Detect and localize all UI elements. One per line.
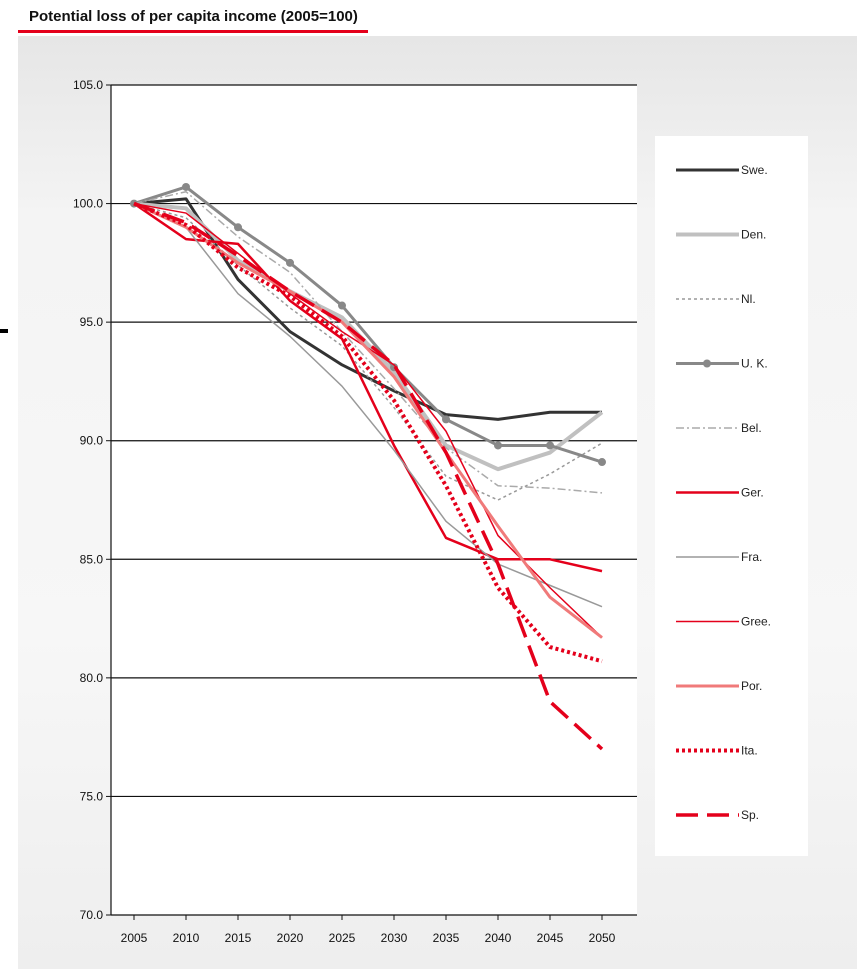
legend-label-por: Por. bbox=[741, 679, 762, 693]
x-tick-label: 2050 bbox=[589, 931, 616, 945]
series-point-uk bbox=[546, 441, 554, 450]
y-tick-label: 90.0 bbox=[80, 434, 104, 448]
series-point-uk bbox=[338, 301, 346, 310]
axes bbox=[106, 84, 637, 920]
x-tick-label: 2015 bbox=[225, 931, 252, 945]
series-line-uk bbox=[133, 185, 603, 464]
side-dash-mark bbox=[0, 329, 8, 333]
series-point-uk bbox=[598, 458, 606, 467]
x-tick-label: 2030 bbox=[381, 931, 408, 945]
legend-label-den: Den. bbox=[741, 228, 766, 242]
x-tick-labels: 2005 2010 2015 2020 2025 2030 2035 2040 2045 2050 bbox=[121, 931, 616, 945]
legend-label-bel: Bel. bbox=[741, 421, 762, 435]
x-tick-label: 2025 bbox=[329, 931, 356, 945]
y-tick-label: 70.0 bbox=[80, 908, 104, 922]
x-tick-label: 2005 bbox=[121, 931, 148, 945]
series-line-den bbox=[133, 201, 604, 472]
y-tick-label: 95.0 bbox=[80, 315, 104, 329]
series-line-sp bbox=[133, 201, 604, 751]
legend-label-uk: U. K. bbox=[741, 357, 768, 371]
series-line-ita bbox=[133, 201, 603, 664]
series-lines bbox=[130, 182, 606, 751]
legend-label-swe: Swe. bbox=[741, 163, 768, 177]
series-point-uk bbox=[286, 258, 294, 267]
y-tick-label: 105.0 bbox=[73, 78, 103, 92]
series-point-uk bbox=[494, 441, 502, 450]
x-tick-label: 2010 bbox=[173, 931, 200, 945]
y-tick-label: 80.0 bbox=[80, 671, 104, 685]
x-tick-label: 2045 bbox=[537, 931, 564, 945]
series-point-uk bbox=[182, 182, 190, 191]
title-underline bbox=[18, 30, 368, 33]
series-line-nl bbox=[133, 202, 603, 501]
y-tick-labels: 70.0 75.0 80.0 85.0 90.0 95.0 100.0 105.0 bbox=[73, 78, 103, 922]
legend: Swe. Den. Nl. U. K. Bel. Ger. Fra. Gree. Por. Ita… bbox=[676, 163, 771, 822]
series-point-uk bbox=[442, 415, 450, 424]
legend-label-ita: Ita. bbox=[741, 744, 758, 758]
series-line-fra bbox=[133, 202, 603, 608]
y-tick-label: 75.0 bbox=[80, 789, 104, 803]
chart-title: Potential loss of per capita income (200… bbox=[29, 8, 358, 25]
series-line-swe bbox=[133, 197, 602, 421]
x-tick-label: 2035 bbox=[433, 931, 460, 945]
legend-label-nl: Nl. bbox=[741, 292, 756, 306]
y-tick-label: 85.0 bbox=[80, 552, 104, 566]
series-line-por bbox=[133, 202, 603, 639]
series-point-uk bbox=[234, 223, 242, 232]
legend-box bbox=[655, 136, 808, 856]
x-tick-label: 2040 bbox=[485, 931, 512, 945]
x-tick-label: 2020 bbox=[277, 931, 304, 945]
y-tick-label: 100.0 bbox=[73, 197, 103, 211]
legend-label-gree: Gree. bbox=[741, 615, 771, 629]
legend-marker-uk bbox=[703, 359, 711, 368]
series-line-bel bbox=[133, 190, 603, 494]
legend-label-sp: Sp. bbox=[741, 808, 759, 822]
legend-label-fra: Fra. bbox=[741, 550, 762, 564]
legend-label-ger: Ger. bbox=[741, 486, 764, 500]
